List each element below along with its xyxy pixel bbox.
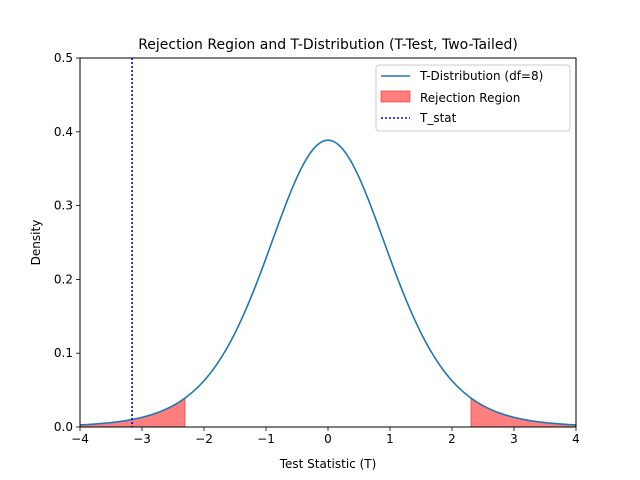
y-axis: 0.0 0.1 0.2 0.3 0.4 0.5 (54, 51, 80, 434)
legend-frame (375, 64, 571, 132)
x-tick-label: 4 (572, 432, 580, 446)
series-t-distribution (79, 139, 577, 426)
x-tick-label: 2 (448, 432, 456, 446)
x-tick-label: 1 (386, 432, 394, 446)
legend: T-Distribution (df=8) Rejection Region T… (375, 64, 571, 132)
y-tick-label: 0.4 (54, 125, 73, 139)
x-tick-label: −2 (195, 432, 213, 446)
x-tick-label: 0 (324, 432, 332, 446)
x-axis-label: Test Statistic (T) (279, 457, 377, 471)
x-tick-label: −4 (71, 432, 89, 446)
plot-area (79, 58, 577, 428)
x-tick-label: −3 (133, 432, 151, 446)
legend-label-rejection: Rejection Region (420, 91, 520, 105)
y-tick-label: 0.2 (54, 272, 73, 286)
x-axis: −4 −3 −2 −1 0 1 2 3 4 (71, 427, 580, 446)
y-tick-label: 0.0 (54, 420, 73, 434)
y-tick-label: 0.3 (54, 199, 73, 213)
y-tick-label: 0.1 (54, 346, 73, 360)
legend-swatch-rejection (380, 90, 411, 103)
legend-label-tstat: T_stat (419, 111, 457, 125)
legend-label-line: T-Distribution (df=8) (419, 69, 543, 83)
y-tick-label: 0.5 (54, 51, 73, 65)
chart-title: Rejection Region and T-Distribution (T-T… (138, 37, 518, 53)
y-axis-label: Density (29, 220, 43, 266)
rejection-region-right (470, 397, 577, 428)
x-tick-label: −1 (257, 432, 275, 446)
x-tick-label: 3 (510, 432, 518, 446)
